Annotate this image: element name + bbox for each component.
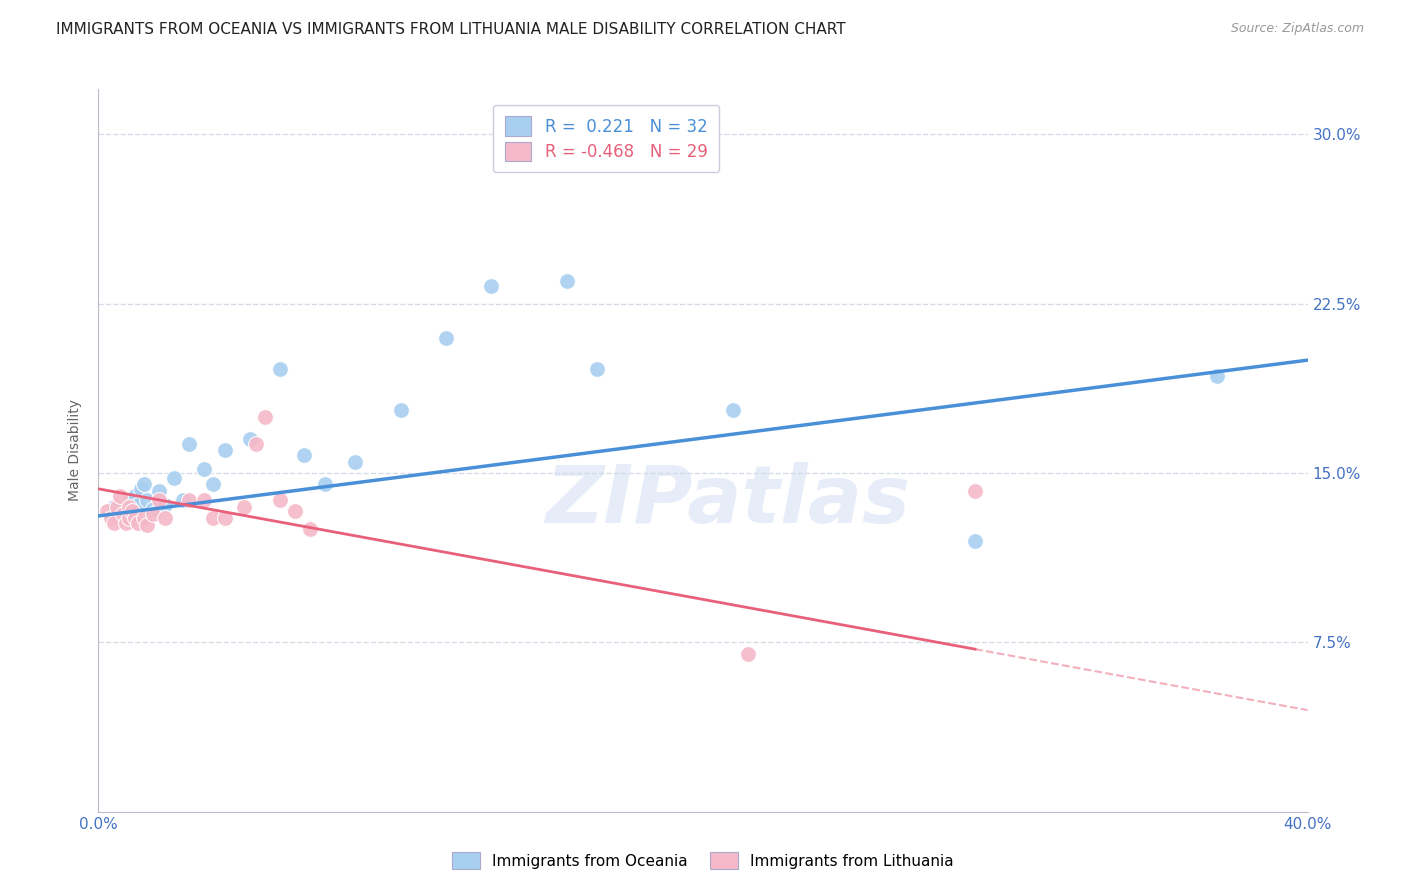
Point [172, 493, 194, 508]
Y-axis label: Male Disability: Male Disability [69, 400, 83, 501]
Point [193, 461, 215, 475]
Legend: Immigrants from Oceania, Immigrants from Lithuania: Immigrants from Oceania, Immigrants from… [446, 846, 960, 875]
Point [193, 493, 215, 508]
Point [737, 647, 759, 661]
Point [129, 482, 152, 496]
Point [108, 489, 131, 503]
Point [214, 511, 236, 525]
Point [202, 511, 225, 525]
Point [179, 436, 201, 450]
Point [239, 432, 262, 446]
Point [314, 477, 336, 491]
Point [103, 500, 125, 514]
Point [148, 493, 170, 508]
Point [434, 330, 457, 344]
Point [132, 477, 155, 491]
Point [202, 477, 225, 491]
Point [344, 455, 367, 469]
Point [127, 516, 149, 530]
Point [124, 489, 146, 503]
Point [269, 362, 291, 376]
Point [284, 504, 307, 518]
Point [118, 493, 141, 508]
Point [135, 493, 157, 508]
Point [179, 493, 201, 508]
Point [118, 507, 141, 521]
Point [586, 362, 609, 376]
Point [299, 523, 322, 537]
Point [1206, 368, 1229, 383]
Point [245, 436, 267, 450]
Point [96, 504, 118, 518]
Point [389, 402, 412, 417]
Point [965, 484, 987, 499]
Point [100, 511, 122, 525]
Text: ZIPatlas: ZIPatlas [544, 462, 910, 540]
Point [118, 511, 141, 525]
Point [121, 504, 143, 518]
Point [135, 518, 157, 533]
Point [153, 498, 176, 512]
Text: Source: ZipAtlas.com: Source: ZipAtlas.com [1230, 22, 1364, 36]
Point [163, 470, 186, 484]
Point [148, 484, 170, 499]
Point [114, 511, 136, 525]
Point [142, 502, 165, 516]
Point [103, 516, 125, 530]
Point [111, 504, 134, 518]
Point [232, 500, 254, 514]
Point [105, 500, 128, 514]
Point [253, 409, 276, 424]
Point [965, 533, 987, 548]
Point [153, 511, 176, 525]
Point [555, 274, 578, 288]
Point [142, 507, 165, 521]
Point [481, 278, 503, 293]
Point [111, 507, 134, 521]
Point [292, 448, 315, 462]
Point [269, 493, 291, 508]
Text: IMMIGRANTS FROM OCEANIA VS IMMIGRANTS FROM LITHUANIA MALE DISABILITY CORRELATION: IMMIGRANTS FROM OCEANIA VS IMMIGRANTS FR… [56, 22, 846, 37]
Point [114, 516, 136, 530]
Point [124, 511, 146, 525]
Legend: R =  0.221   N = 32, R = -0.468   N = 29: R = 0.221 N = 32, R = -0.468 N = 29 [494, 104, 720, 172]
Point [132, 511, 155, 525]
Point [127, 498, 149, 512]
Point [214, 443, 236, 458]
Point [723, 402, 745, 417]
Point [118, 500, 141, 514]
